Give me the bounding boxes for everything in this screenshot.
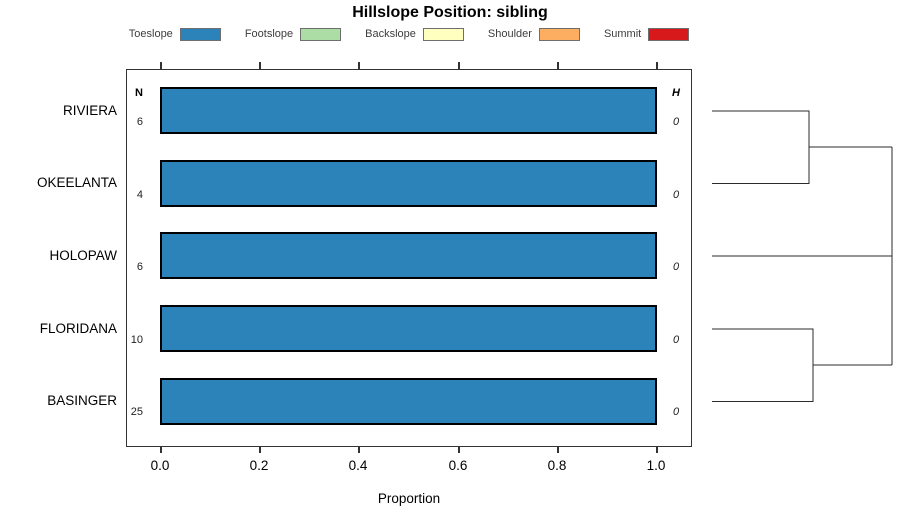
axis-tick	[557, 447, 559, 453]
row-label-floridana: FLORIDANA	[39, 321, 117, 336]
legend: Toeslope Footslope Backslope Shoulder Su…	[126, 25, 692, 43]
row-label-riviera: RIVIERA	[62, 103, 117, 118]
plot-panel	[126, 69, 692, 447]
axis-tick	[160, 62, 162, 69]
n-value: 25	[130, 406, 143, 418]
h-column-header: H	[672, 87, 680, 99]
x-tick-label: 1.0	[646, 458, 666, 473]
bar-basinger-toeslope	[160, 378, 657, 425]
legend-label: Footslope	[244, 28, 294, 40]
axis-tick	[656, 447, 658, 453]
x-tick-label: 0.4	[348, 458, 368, 473]
legend-item-backslope: Backslope	[365, 27, 464, 41]
axis-tick	[557, 62, 559, 69]
shoulder-swatch	[538, 27, 580, 41]
h-value: 0	[672, 116, 680, 128]
n-value: 4	[136, 189, 143, 201]
row-label-okeelanta: OKEELANTA	[36, 175, 117, 190]
axis-tick	[458, 62, 460, 69]
h-value: 0	[672, 406, 680, 418]
chart-title: Hillslope Position: sibling	[352, 4, 548, 21]
row-label-basinger: BASINGER	[47, 393, 117, 408]
axis-tick	[458, 447, 460, 453]
legend-label: Toeslope	[128, 28, 173, 40]
bar-holopaw-toeslope	[160, 232, 657, 279]
axis-tick	[259, 447, 261, 453]
n-value: 6	[136, 261, 143, 273]
x-tick-label: 0.2	[249, 458, 269, 473]
n-value: 10	[130, 334, 143, 346]
backslope-swatch	[422, 27, 464, 41]
n-value: 6	[136, 116, 143, 128]
axis-tick	[358, 62, 360, 69]
legend-item-shoulder: Shoulder	[487, 27, 580, 41]
dendrogram-cluster-riviera-okeelanta	[712, 110, 892, 185]
legend-item-summit: Summit	[603, 27, 690, 41]
axis-tick	[358, 447, 360, 453]
x-tick-label: 0.6	[448, 458, 468, 473]
legend-label: Summit	[603, 28, 642, 40]
summit-swatch	[648, 27, 690, 41]
h-value: 0	[672, 334, 680, 346]
bar-riviera-toeslope	[160, 87, 657, 134]
axis-tick	[656, 62, 658, 69]
bar-okeelanta-toeslope	[160, 160, 657, 207]
n-column-header: N	[135, 87, 143, 99]
h-value: 0	[672, 189, 680, 201]
axis-tick	[160, 447, 162, 453]
dendrogram-cluster-floridana-basinger	[712, 328, 892, 403]
legend-label: Shoulder	[487, 28, 532, 40]
footslope-swatch	[300, 27, 342, 41]
x-tick-label: 0.0	[150, 458, 170, 473]
x-tick-label: 0.8	[547, 458, 567, 473]
toeslope-swatch	[179, 27, 221, 41]
axis-tick	[259, 62, 261, 69]
legend-item-toeslope: Toeslope	[128, 27, 221, 41]
h-value: 0	[672, 261, 680, 273]
legend-item-footslope: Footslope	[244, 27, 342, 41]
bar-floridana-toeslope	[160, 305, 657, 352]
legend-label: Backslope	[365, 28, 416, 40]
row-label-holopaw: HOLOPAW	[49, 248, 117, 263]
x-axis-title: Proportion	[377, 491, 441, 506]
